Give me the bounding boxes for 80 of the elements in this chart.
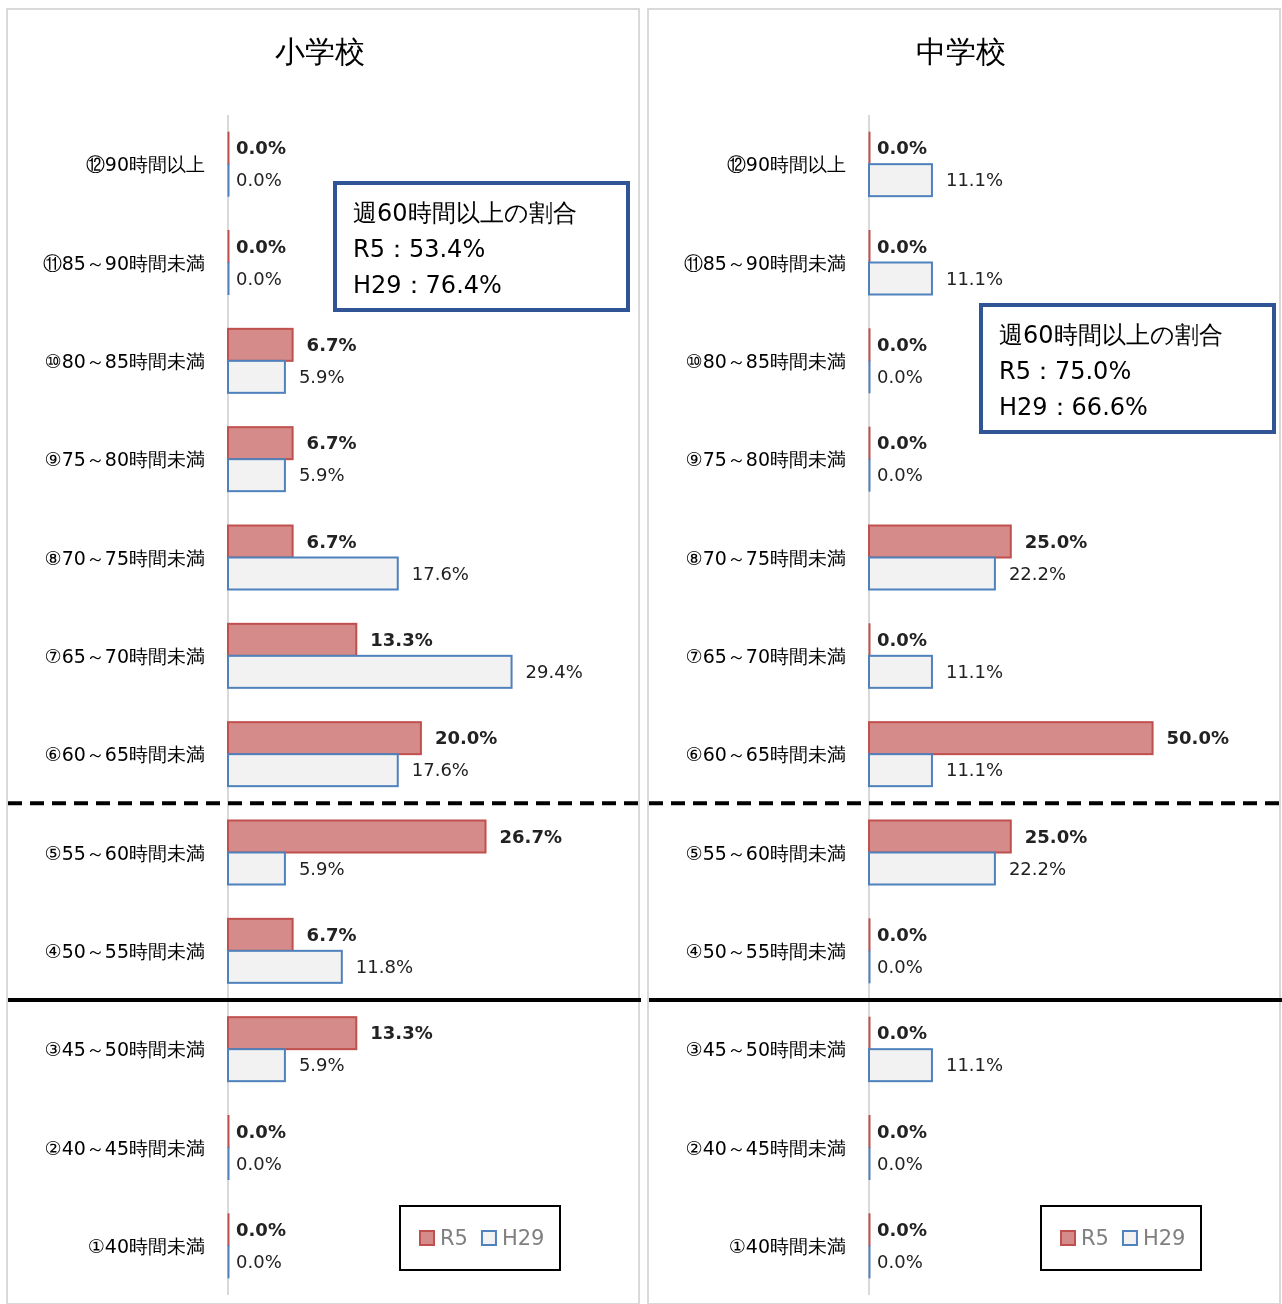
data-label: 25.0% bbox=[1024, 530, 1088, 552]
y-tick-label: ③45～50時間未満 bbox=[685, 1038, 846, 1061]
data-label: 0.0% bbox=[236, 1120, 286, 1142]
data-label: 0.0% bbox=[877, 432, 927, 454]
data-label: 0.0% bbox=[236, 1250, 282, 1272]
legend-label: H29 bbox=[1142, 1226, 1186, 1250]
data-label: 6.7% bbox=[306, 923, 357, 945]
y-tick-label: ⑦65～70時間未満 bbox=[44, 644, 205, 667]
data-label: 11.1% bbox=[945, 267, 1004, 289]
data-label: 22.2% bbox=[1008, 562, 1067, 584]
data-label: 0.0% bbox=[877, 235, 927, 257]
legend-label: R5 bbox=[440, 1226, 468, 1250]
y-tick-label: ②40～45時間未満 bbox=[685, 1136, 846, 1159]
y-tick-label: ③45～50時間未満 bbox=[44, 1038, 205, 1061]
data-label: 5.9% bbox=[298, 1054, 345, 1076]
data-label: 0.0% bbox=[877, 923, 927, 945]
data-label: 20.0% bbox=[434, 727, 498, 749]
data-label: 0.0% bbox=[877, 333, 927, 355]
y-tick-label: ⑫90時間以上 bbox=[85, 153, 205, 176]
data-label: 11.1% bbox=[945, 169, 1004, 191]
y-tick-label: ⑩80～85時間未満 bbox=[685, 349, 846, 372]
data-label: 0.0% bbox=[877, 1022, 927, 1044]
data-label: 5.9% bbox=[298, 857, 345, 879]
y-tick-label: ④50～55時間未満 bbox=[44, 939, 205, 962]
y-tick-label: ⑧70～75時間未満 bbox=[685, 546, 846, 569]
data-label: 26.7% bbox=[499, 825, 562, 847]
data-label: 13.3% bbox=[370, 628, 433, 650]
data-label: 0.0% bbox=[877, 628, 927, 650]
y-tick-label: ⑤55～60時間未満 bbox=[685, 841, 846, 864]
data-label: 11.1% bbox=[945, 660, 1004, 682]
data-label: 0.0% bbox=[236, 267, 282, 289]
y-tick-label: ⑥60～65時間未満 bbox=[685, 743, 846, 766]
y-tick-label: ⑤55～60時間未満 bbox=[44, 841, 205, 864]
legend-label: H29 bbox=[501, 1226, 545, 1250]
y-tick-label: ①40時間未満 bbox=[87, 1234, 205, 1257]
data-label: 29.4% bbox=[525, 660, 583, 682]
data-label: 0.0% bbox=[877, 1152, 923, 1174]
data-label: 0.0% bbox=[236, 137, 286, 159]
data-label: 13.3% bbox=[370, 1022, 433, 1044]
y-tick-label: ⑦65～70時間未満 bbox=[685, 644, 846, 667]
y-tick-label: ②40～45時間未満 bbox=[44, 1136, 205, 1159]
y-tick-label: ⑫90時間以上 bbox=[726, 153, 846, 176]
y-tick-label: ⑨75～80時間未満 bbox=[44, 448, 205, 471]
y-tick-label: ⑪85～90時間未満 bbox=[683, 251, 846, 274]
data-label: 0.0% bbox=[877, 365, 923, 387]
data-label: 0.0% bbox=[877, 1120, 927, 1142]
data-label: 0.0% bbox=[877, 955, 923, 977]
annotation: 週60時間以上の割合 R5：75.0% H29：66.6% bbox=[999, 321, 1223, 421]
data-label: 0.0% bbox=[236, 1218, 286, 1240]
data-label: 6.7% bbox=[306, 432, 357, 454]
data-label: 17.6% bbox=[411, 759, 469, 781]
y-tick-label: ⑩80～85時間未満 bbox=[44, 349, 205, 372]
y-tick-label: ⑪85～90時間未満 bbox=[42, 251, 205, 274]
data-label: 25.0% bbox=[1024, 825, 1088, 847]
data-label: 0.0% bbox=[236, 235, 286, 257]
data-label: 5.9% bbox=[298, 464, 345, 486]
data-label: 0.0% bbox=[877, 1218, 927, 1240]
data-label: 0.0% bbox=[877, 137, 927, 159]
legend-label: R5 bbox=[1081, 1226, 1109, 1250]
data-label: 11.1% bbox=[945, 1054, 1004, 1076]
data-label: 50.0% bbox=[1166, 727, 1230, 749]
y-tick-label: ④50～55時間未満 bbox=[685, 939, 846, 962]
y-tick-label: ⑧70～75時間未満 bbox=[44, 546, 205, 569]
y-tick-label: ⑥60～65時間未満 bbox=[44, 743, 205, 766]
annotation: 週60時間以上の割合 R5：53.4% H29：76.4% bbox=[353, 199, 577, 299]
data-label: 22.2% bbox=[1008, 857, 1067, 879]
data-label: 0.0% bbox=[877, 1250, 923, 1272]
data-label: 6.7% bbox=[306, 333, 357, 355]
data-label: 0.0% bbox=[236, 169, 282, 191]
data-label: 0.0% bbox=[236, 1152, 282, 1174]
data-label: 17.6% bbox=[411, 562, 469, 584]
data-label: 11.1% bbox=[945, 759, 1004, 781]
data-label: 5.9% bbox=[298, 365, 345, 387]
data-label: 6.7% bbox=[306, 530, 357, 552]
data-label: 11.8% bbox=[355, 955, 413, 977]
y-tick-label: ①40時間未満 bbox=[728, 1234, 846, 1257]
y-tick-label: ⑨75～80時間未満 bbox=[685, 448, 846, 471]
chart-title: 小学校 bbox=[275, 34, 365, 69]
data-label: 0.0% bbox=[877, 464, 923, 486]
chart-title: 中学校 bbox=[916, 34, 1006, 69]
